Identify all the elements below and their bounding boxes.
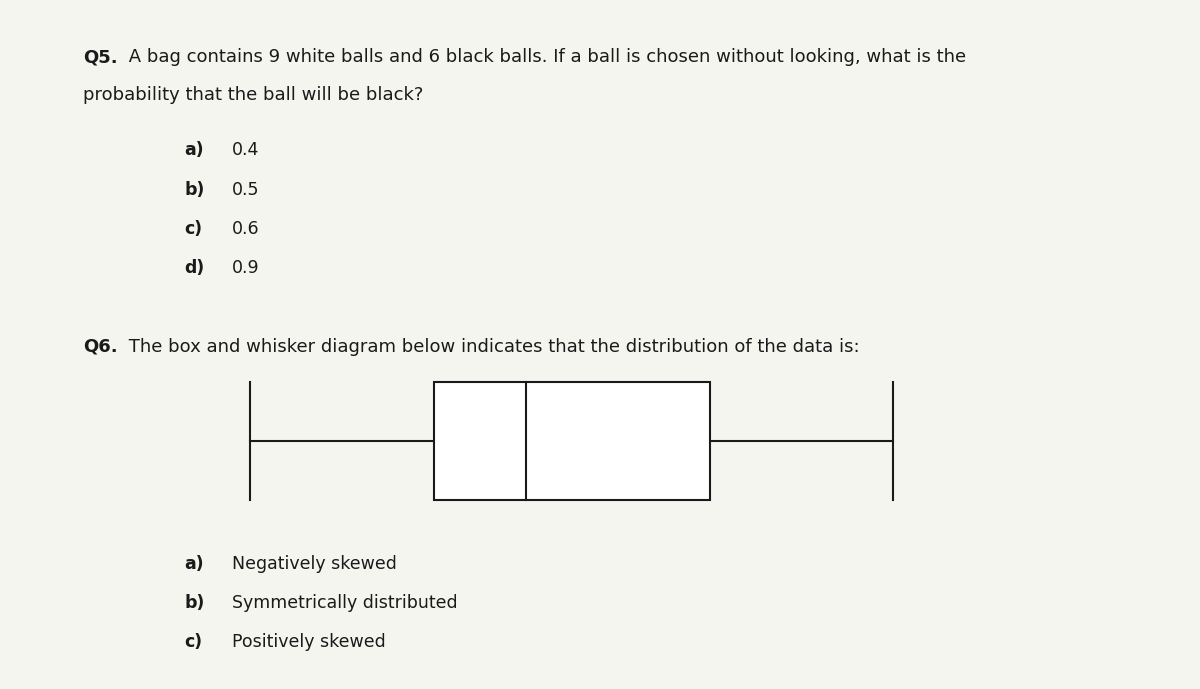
FancyBboxPatch shape — [434, 382, 709, 500]
Text: A bag contains 9 white balls and 6 black balls. If a ball is chosen without look: A bag contains 9 white balls and 6 black… — [122, 48, 966, 66]
Text: a): a) — [185, 555, 204, 573]
Text: Symmetrically distributed: Symmetrically distributed — [233, 594, 458, 612]
Text: a): a) — [185, 141, 204, 159]
Text: c): c) — [185, 633, 203, 651]
Text: Q6.: Q6. — [83, 338, 118, 356]
Text: probability that the ball will be black?: probability that the ball will be black? — [83, 86, 424, 104]
Text: 0.6: 0.6 — [233, 220, 260, 238]
Text: b): b) — [185, 594, 205, 612]
Text: 0.9: 0.9 — [233, 259, 260, 277]
Text: The box and whisker diagram below indicates that the distribution of the data is: The box and whisker diagram below indica… — [122, 338, 859, 356]
Text: d): d) — [185, 259, 205, 277]
Text: 0.5: 0.5 — [233, 181, 259, 198]
Text: Positively skewed: Positively skewed — [233, 633, 386, 651]
Text: Negatively skewed: Negatively skewed — [233, 555, 397, 573]
Text: Q5.: Q5. — [83, 48, 118, 66]
Text: b): b) — [185, 181, 205, 198]
Text: c): c) — [185, 220, 203, 238]
Text: 0.4: 0.4 — [233, 141, 259, 159]
